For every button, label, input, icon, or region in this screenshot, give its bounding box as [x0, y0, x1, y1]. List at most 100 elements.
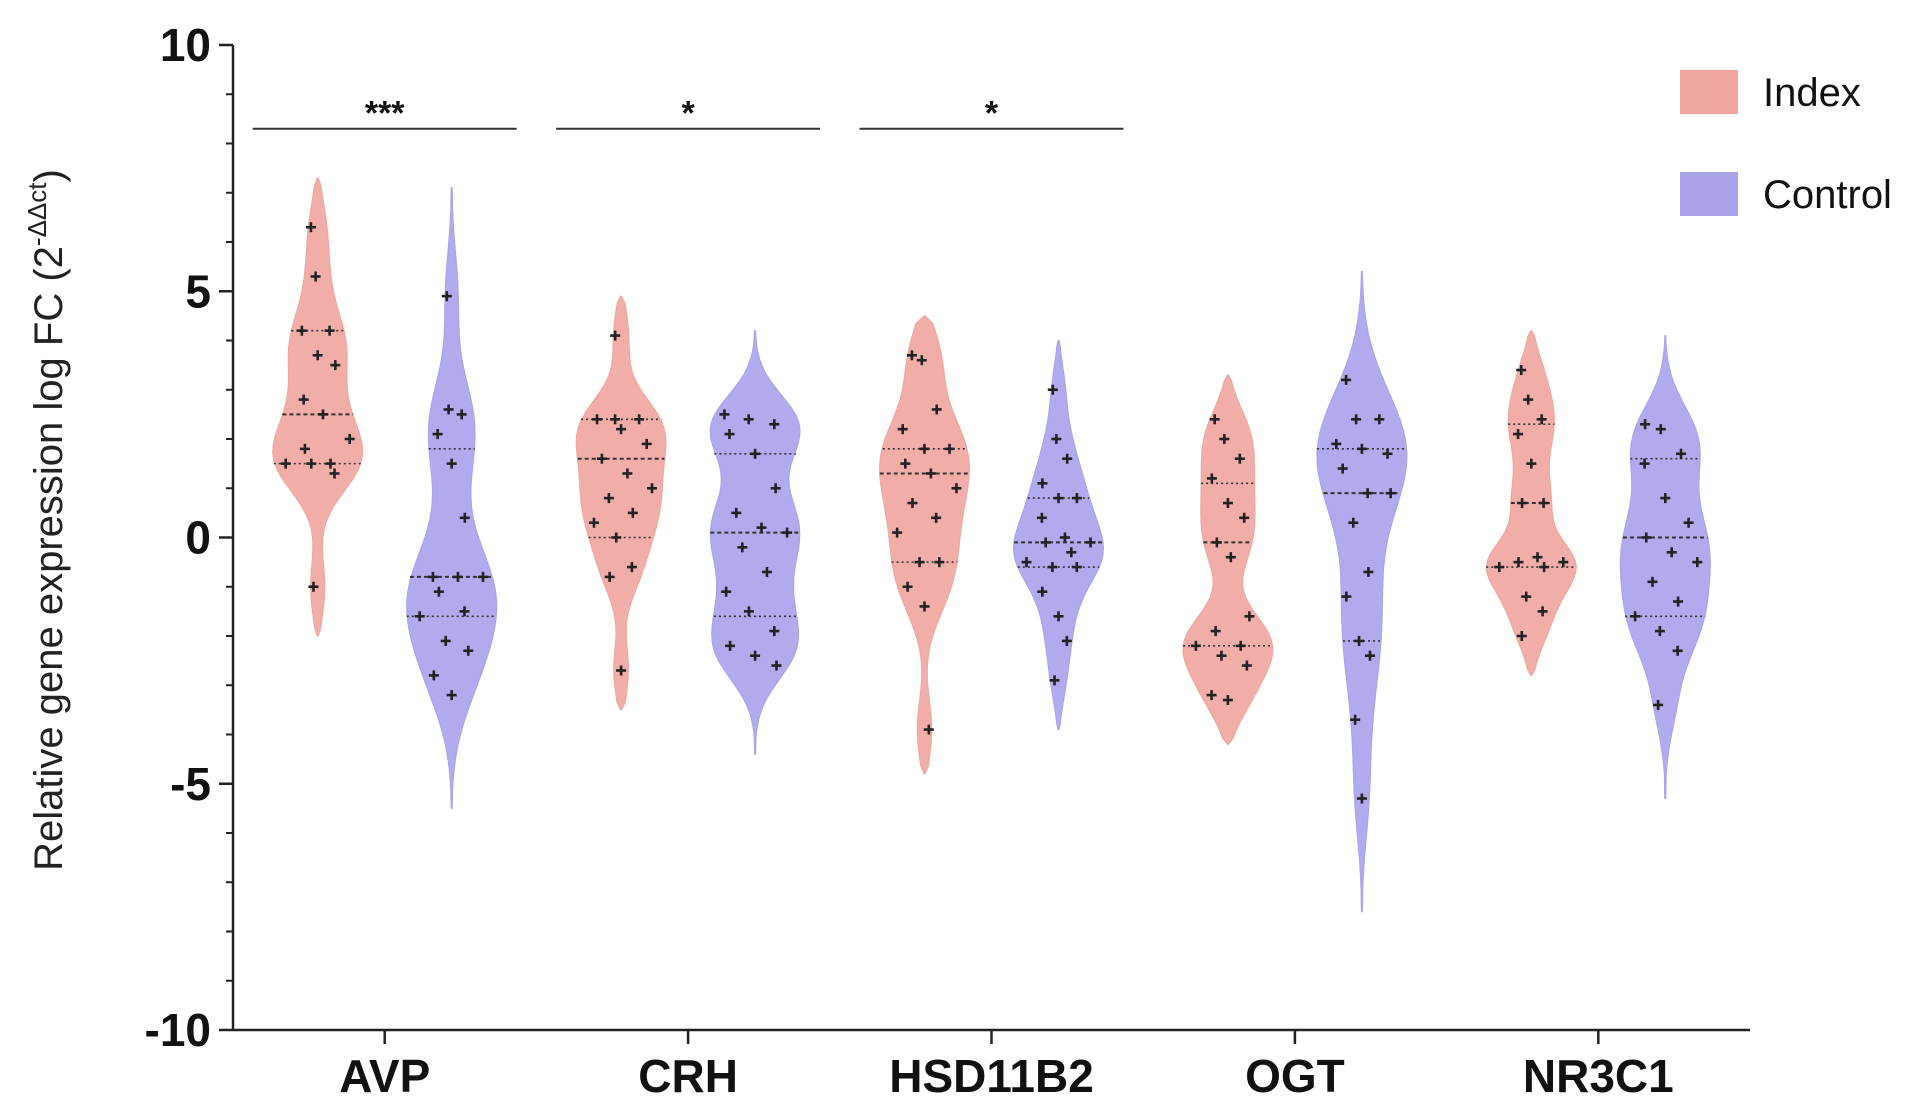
data-point [919, 601, 930, 612]
data-point [298, 394, 309, 405]
data-point [616, 424, 627, 435]
data-point [919, 443, 930, 454]
data-point [1513, 429, 1524, 440]
data-point [1513, 557, 1524, 568]
data-point [443, 404, 454, 415]
data-point [1021, 557, 1032, 568]
data-point [1053, 611, 1064, 622]
data-point [916, 355, 927, 366]
data-point [1225, 552, 1236, 563]
violin-index-avp [272, 177, 364, 637]
data-point [1539, 562, 1550, 573]
data-point [900, 458, 911, 469]
data-point [432, 429, 443, 440]
data-point [1047, 384, 1058, 395]
data-point [1341, 591, 1352, 602]
data-point [452, 571, 463, 582]
significance-label: *** [365, 95, 405, 133]
data-point [463, 645, 474, 656]
data-point [1675, 448, 1686, 459]
data-point [1071, 493, 1082, 504]
data-point [611, 532, 622, 543]
data-point [1526, 458, 1537, 469]
data-point [1672, 645, 1683, 656]
y-axis-label: Relative gene expression log FC (2-ΔΔct) [22, 169, 71, 871]
data-point [1066, 547, 1077, 558]
data-point [1647, 576, 1658, 587]
data-point [325, 458, 336, 469]
data-point [934, 557, 945, 568]
data-point [616, 665, 627, 676]
data-point [603, 493, 614, 504]
data-point [440, 635, 451, 646]
data-point [756, 522, 767, 533]
data-point [719, 409, 730, 420]
data-point [1234, 453, 1245, 464]
data-point [1521, 591, 1532, 602]
data-point [456, 409, 467, 420]
data-point [1351, 414, 1362, 425]
violin-control-avp [406, 187, 498, 809]
data-point [604, 571, 615, 582]
data-point [1382, 448, 1393, 459]
y-axis-label-superscript: -ΔΔct [22, 182, 52, 246]
data-point [296, 325, 307, 336]
data-point [1062, 453, 1073, 464]
data-point [1558, 557, 1569, 568]
data-point [761, 566, 772, 577]
data-point [1350, 714, 1361, 725]
data-point [1211, 537, 1222, 548]
legend-swatch-control [1680, 172, 1738, 216]
data-point [1331, 438, 1342, 449]
data-point [1666, 547, 1677, 558]
data-point [1537, 606, 1548, 617]
data-point [459, 512, 470, 523]
data-point [1640, 419, 1651, 430]
data-point [308, 581, 319, 592]
data-point [902, 581, 913, 592]
data-point [1354, 635, 1365, 646]
y-tick-label: 10 [160, 19, 211, 71]
significance-label: * [985, 95, 999, 133]
data-point [1239, 512, 1250, 523]
data-point [1341, 374, 1352, 385]
y-tick-label: 5 [185, 265, 211, 317]
legend: Index Control [1680, 70, 1892, 217]
data-point [750, 650, 761, 661]
data-point [312, 350, 323, 361]
data-point [1363, 566, 1374, 577]
data-point [1494, 562, 1505, 573]
data-point [1362, 488, 1373, 499]
x-ticks-layer: AVP CRH HSD11B2 OGT NR3C1 [339, 1030, 1674, 1102]
data-point [610, 330, 621, 341]
data-point [441, 291, 452, 302]
data-point [725, 640, 736, 651]
data-point [1673, 596, 1684, 607]
x-tick-label: OGT [1245, 1050, 1345, 1102]
data-point [1516, 365, 1527, 376]
significance-layer: *** * * [252, 95, 1124, 133]
data-point [646, 483, 657, 494]
data-point [1071, 562, 1082, 573]
y-tick-label: 0 [185, 512, 211, 564]
data-point [1516, 631, 1527, 641]
data-point [1654, 626, 1665, 637]
data-point [1061, 635, 1072, 646]
y-tick-label: -10 [145, 1004, 211, 1056]
data-point [1222, 695, 1233, 706]
data-point [305, 222, 316, 233]
data-point [634, 414, 645, 425]
data-point [1523, 394, 1534, 405]
data-point [299, 443, 310, 454]
data-point [1683, 517, 1694, 528]
data-point [1538, 498, 1549, 509]
violins-layer [272, 177, 1711, 913]
violin-index-crh [575, 295, 667, 711]
data-point [1053, 493, 1064, 504]
data-point [1692, 557, 1703, 568]
data-point [596, 453, 607, 464]
x-tick-label: AVP [339, 1050, 430, 1102]
data-point [731, 507, 742, 518]
data-point [1630, 611, 1641, 622]
